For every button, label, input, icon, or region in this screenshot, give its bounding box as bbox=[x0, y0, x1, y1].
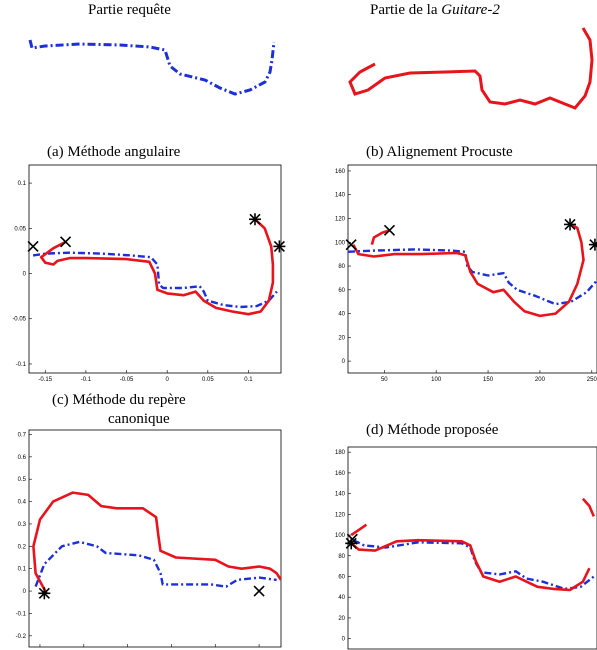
star-marker bbox=[248, 213, 261, 226]
x-tick-label: 0 bbox=[166, 377, 170, 383]
y-tick-label: 40 bbox=[338, 312, 345, 318]
star-marker bbox=[564, 218, 577, 231]
x-marker bbox=[253, 585, 265, 597]
x-marker bbox=[383, 224, 396, 236]
y-tick-label: -0.1 bbox=[16, 611, 27, 617]
guitar-curve bbox=[581, 497, 595, 517]
y-tick-label: 0.2 bbox=[18, 544, 27, 550]
panel-a-title: (a) Méthode angulaire bbox=[47, 144, 181, 160]
guitar-curve bbox=[370, 229, 390, 245]
y-tick-label: 60 bbox=[338, 288, 345, 294]
y-tick-label: 140 bbox=[335, 193, 346, 199]
axes-frame bbox=[28, 164, 282, 374]
x-tick-label: -0.05 bbox=[120, 377, 134, 383]
chart-panel-2: 0.70.60.50.40.30.20.10-0.1-0.200.20.40.6… bbox=[16, 429, 282, 648]
axes-frame bbox=[347, 446, 597, 650]
axes-frame bbox=[347, 164, 597, 374]
guitar-part-prefix: Partie de la bbox=[370, 2, 442, 18]
y-tick-label: 80 bbox=[338, 264, 345, 270]
x-tick-label: 50 bbox=[381, 377, 388, 383]
y-tick-label: 0 bbox=[342, 359, 346, 365]
y-tick-label: 160 bbox=[335, 471, 346, 477]
star-marker bbox=[345, 537, 358, 550]
x-tick-label: 0.1 bbox=[244, 377, 253, 383]
panel-b-title: (b) Alignement Procuste bbox=[366, 144, 513, 160]
x-marker bbox=[345, 239, 357, 251]
query-part-label: Partie requête bbox=[88, 2, 171, 18]
y-tick-label: 0.1 bbox=[18, 181, 27, 187]
query-curve bbox=[352, 539, 595, 591]
guitar-curve bbox=[350, 523, 368, 537]
y-tick-label: 20 bbox=[338, 335, 345, 341]
star-marker bbox=[38, 587, 51, 600]
y-tick-label: 0 bbox=[342, 637, 346, 643]
x-marker bbox=[27, 240, 39, 252]
guitar-curve bbox=[32, 491, 281, 594]
y-tick-label: -0.1 bbox=[16, 362, 27, 368]
x-tick-label: 200 bbox=[535, 377, 546, 383]
y-tick-label: 0.05 bbox=[14, 226, 26, 232]
query-curve bbox=[34, 540, 277, 588]
y-tick-label: 0.6 bbox=[18, 455, 27, 461]
y-tick-label: 100 bbox=[335, 240, 346, 246]
query-shape-sketch bbox=[28, 39, 276, 96]
star-marker bbox=[273, 240, 286, 253]
y-tick-label: 20 bbox=[338, 616, 345, 622]
x-marker bbox=[346, 533, 358, 545]
y-tick-label: 120 bbox=[335, 512, 346, 518]
y-tick-label: 0 bbox=[23, 272, 27, 278]
x-tick-label: 0.05 bbox=[202, 377, 214, 383]
y-tick-label: 80 bbox=[338, 554, 345, 560]
axes-frame bbox=[28, 429, 282, 648]
x-tick-label: -0.1 bbox=[81, 377, 92, 383]
y-tick-label: 0.7 bbox=[18, 432, 27, 438]
guitar-shape-sketch bbox=[348, 27, 594, 110]
y-tick-label: -0.2 bbox=[16, 634, 27, 640]
x-marker bbox=[60, 236, 72, 248]
chart-panel-3: 180 160 140 120 100 80 60 40 20 0 bbox=[335, 446, 597, 650]
query-curve bbox=[32, 251, 278, 309]
x-tick-label: 250 bbox=[587, 377, 597, 383]
star-marker bbox=[588, 238, 597, 251]
y-tick-label: -0.05 bbox=[12, 317, 26, 323]
panel-d-title: (d) Méthode proposée bbox=[366, 422, 499, 438]
y-tick-label: 180 bbox=[335, 450, 346, 456]
x-tick-label: -0.15 bbox=[38, 377, 52, 383]
y-tick-label: 0.4 bbox=[18, 500, 27, 506]
query-curve bbox=[348, 248, 597, 306]
y-tick-label: 60 bbox=[338, 574, 345, 580]
panel-c-title-line1: (c) Méthode du repère bbox=[52, 392, 186, 408]
y-tick-label: 0.5 bbox=[18, 477, 27, 483]
guitar-curve bbox=[39, 218, 275, 316]
x-tick-label: 100 bbox=[431, 377, 442, 383]
y-tick-label: 0 bbox=[23, 589, 27, 595]
y-tick-label: 160 bbox=[335, 169, 346, 175]
y-tick-label: 120 bbox=[335, 216, 346, 222]
guitar-part-label: Partie de la Guitare-2 bbox=[370, 2, 500, 19]
panel-c-title-line2: canonique bbox=[108, 411, 170, 427]
y-tick-label: 140 bbox=[335, 492, 346, 498]
guitar-part-name: Guitare-2 bbox=[441, 2, 500, 18]
y-tick-label: 0.1 bbox=[18, 567, 27, 573]
y-tick-label: 100 bbox=[335, 533, 346, 539]
y-tick-label: 40 bbox=[338, 595, 345, 601]
x-tick-label: 150 bbox=[483, 377, 494, 383]
guitar-curve bbox=[350, 538, 591, 592]
chart-panel-0: 0.1 0.05 0 -0.05 -0.1 -0.15 -0.1 -0.05 0 0.05 0.1 bbox=[12, 164, 286, 383]
y-tick-label: 0.3 bbox=[18, 522, 27, 528]
guitar-curve bbox=[352, 223, 585, 318]
